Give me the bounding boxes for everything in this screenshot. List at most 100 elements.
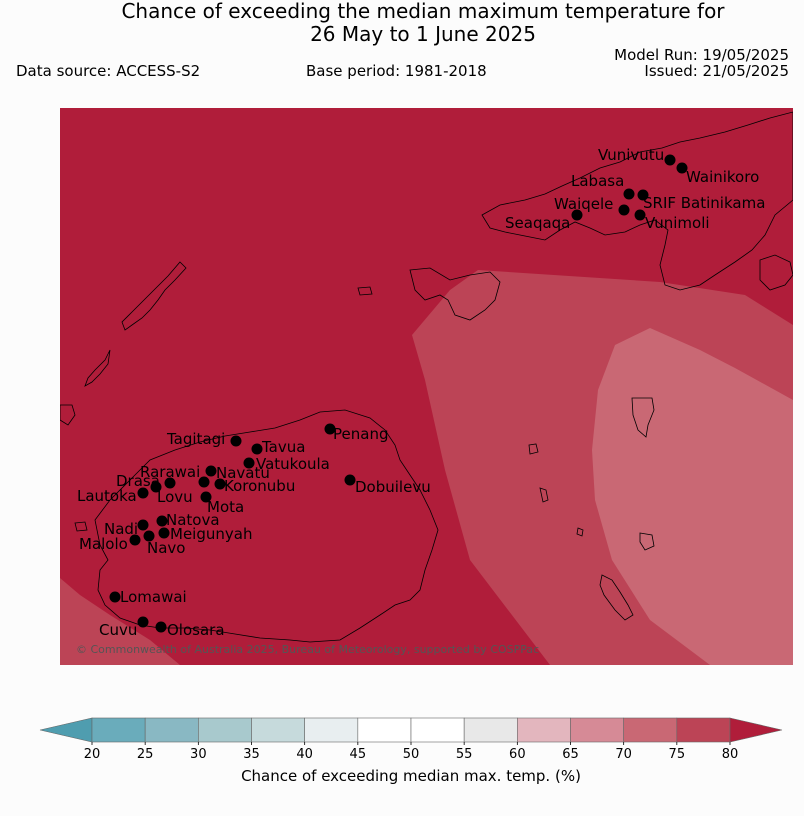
station-label: Malolo bbox=[79, 535, 128, 553]
station-marker bbox=[344, 474, 356, 486]
base-period: Base period: 1981-2018 bbox=[306, 62, 487, 80]
station-meigunyah: Meigunyah bbox=[158, 525, 252, 543]
station-marker bbox=[143, 530, 155, 542]
station-marker bbox=[200, 491, 212, 503]
station-marker bbox=[156, 515, 168, 527]
station-marker bbox=[150, 481, 162, 493]
station-marker bbox=[664, 154, 676, 166]
station-marker bbox=[214, 478, 226, 490]
station-marker bbox=[137, 616, 149, 628]
colorbar-cell bbox=[357, 717, 412, 743]
station-dobuilevu: Dobuilevu bbox=[344, 474, 431, 496]
station-natova: Natova bbox=[156, 511, 220, 529]
colorbar-title: Chance of exceeding median max. temp. (%… bbox=[241, 767, 581, 785]
colorbar-cell bbox=[91, 717, 146, 743]
colorbar-over-arrow bbox=[729, 717, 783, 743]
map-title: Chance of exceeding the median maximum t… bbox=[0, 0, 804, 46]
station-label: Koronubu bbox=[224, 477, 295, 495]
station-marker bbox=[164, 477, 176, 489]
station-marker bbox=[109, 591, 121, 603]
data-source: Data source: ACCESS-S2 bbox=[16, 62, 201, 80]
model-run: Model Run: 19/05/2025 bbox=[614, 46, 789, 64]
title-line-1: Chance of exceeding the median maximum t… bbox=[121, 0, 725, 23]
colorbar-ticks: 20 25 30 35 40 45 50 55 60 65 70 75 80 bbox=[84, 742, 739, 762]
station-marker bbox=[634, 209, 646, 221]
colorbar-cell bbox=[410, 717, 465, 743]
station-marker bbox=[137, 487, 149, 499]
station-drasa: Drasa bbox=[116, 472, 162, 493]
colorbar-tick-label: 50 bbox=[403, 747, 420, 762]
band-70-75 bbox=[592, 328, 793, 665]
station-marker bbox=[129, 534, 141, 546]
station-marker bbox=[230, 435, 242, 447]
colorbar-cell bbox=[144, 717, 199, 743]
station-label: Cuvu bbox=[99, 621, 137, 639]
station-cuvu: Cuvu bbox=[99, 616, 149, 639]
colorbar-cell bbox=[623, 717, 678, 743]
station-vatukoula: Vatukoula bbox=[243, 455, 330, 473]
colorbar-cell bbox=[517, 717, 571, 743]
colorbar-tick-label: 45 bbox=[350, 747, 367, 762]
colorbar-cell bbox=[676, 717, 731, 743]
station-label: Meigunyah bbox=[170, 525, 252, 543]
station-wainikoro: Wainikoro bbox=[676, 162, 759, 186]
station-nadi: Nadi bbox=[104, 519, 149, 538]
station-rarawai: Rarawai bbox=[140, 463, 200, 489]
station-label: Rarawai bbox=[140, 463, 200, 481]
station-malolo: Malolo bbox=[79, 534, 141, 553]
station-label: Penang bbox=[333, 425, 388, 443]
station-marker bbox=[155, 621, 167, 633]
station-label: Lomawai bbox=[120, 588, 187, 606]
colorbar-under-arrow bbox=[39, 717, 93, 743]
colorbar-tick-label: 80 bbox=[722, 747, 739, 762]
station-label: Waiqele bbox=[554, 195, 613, 213]
colorbar-tick-label: 30 bbox=[190, 747, 207, 762]
station-marker bbox=[623, 188, 635, 200]
station-label: SRIF Batinikama bbox=[643, 194, 765, 212]
station-label: Dobuilevu bbox=[355, 478, 431, 496]
station-label: Natova bbox=[166, 511, 220, 529]
station-label: Mota bbox=[207, 498, 244, 516]
station-labasa: Labasa bbox=[571, 172, 635, 200]
colorbar-tick-label: 20 bbox=[84, 747, 101, 762]
colorbar-tick-label: 60 bbox=[509, 747, 526, 762]
station-marker bbox=[571, 209, 583, 221]
station-penang: Penang bbox=[324, 423, 388, 443]
colorbar: 20 25 30 35 40 45 50 55 60 65 70 75 80 Chance of exc… bbox=[39, 717, 783, 785]
issued-date: Issued: 21/05/2025 bbox=[644, 62, 789, 80]
station-seaqaqa: Seaqaqa bbox=[505, 209, 583, 232]
station-label: Nadi bbox=[104, 520, 138, 538]
station-marker bbox=[251, 443, 263, 455]
colorbar-cell bbox=[251, 717, 305, 743]
station-olosara: Olosara bbox=[155, 621, 225, 639]
station-marker bbox=[243, 457, 255, 469]
station-navatu: Navatu bbox=[205, 464, 270, 482]
station-label: Lautoka bbox=[77, 487, 137, 505]
colorbar-cells bbox=[91, 717, 731, 743]
colorbar-tick-label: 55 bbox=[456, 747, 473, 762]
station-vunimoli: Vunimoli bbox=[634, 209, 710, 232]
station-label: Vunivutu bbox=[598, 146, 664, 164]
colorbar-cell bbox=[570, 717, 624, 743]
colorbar-tick-label: 70 bbox=[615, 747, 632, 762]
stations-layer: Vunivutu Wainikoro Labasa SRIF Batinikama Wa… bbox=[77, 146, 765, 639]
station-label: Tagitagi bbox=[166, 430, 225, 448]
station-tagitagi: Tagitagi bbox=[166, 430, 242, 448]
colorbar-tick-label: 65 bbox=[562, 747, 579, 762]
station-tavua: Tavua bbox=[251, 438, 305, 456]
probability-field bbox=[60, 108, 793, 665]
station-label: Drasa bbox=[116, 472, 160, 490]
station-label: Olosara bbox=[167, 621, 225, 639]
station-koronubu: Koronubu bbox=[214, 477, 295, 495]
station-marker bbox=[618, 204, 630, 216]
station-label: Tavua bbox=[261, 438, 305, 456]
station-label: Seaqaqa bbox=[505, 214, 570, 232]
station-label: Vunimoli bbox=[645, 214, 710, 232]
station-label: Lovu bbox=[157, 488, 193, 506]
station-srif-batinikama: SRIF Batinikama bbox=[637, 189, 765, 212]
station-lovu: Lovu bbox=[157, 476, 210, 506]
colorbar-tick-label: 40 bbox=[296, 747, 313, 762]
station-lautoka: Lautoka bbox=[77, 487, 149, 505]
copyright-notice: © Commonwealth of Australia 2025, Bureau… bbox=[76, 643, 539, 656]
